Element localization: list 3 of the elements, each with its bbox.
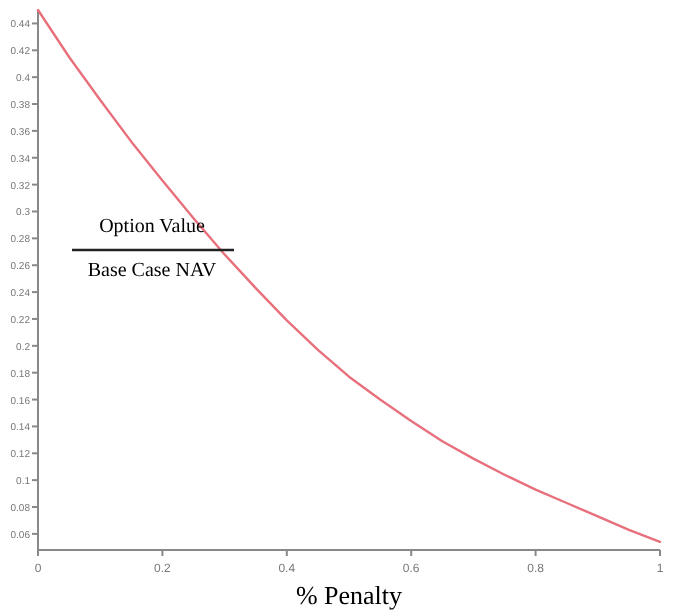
annotation: Base Case NAV: [87, 260, 218, 282]
line-series: [36, 8, 662, 544]
x-axis-title: % Penalty: [295, 580, 404, 610]
